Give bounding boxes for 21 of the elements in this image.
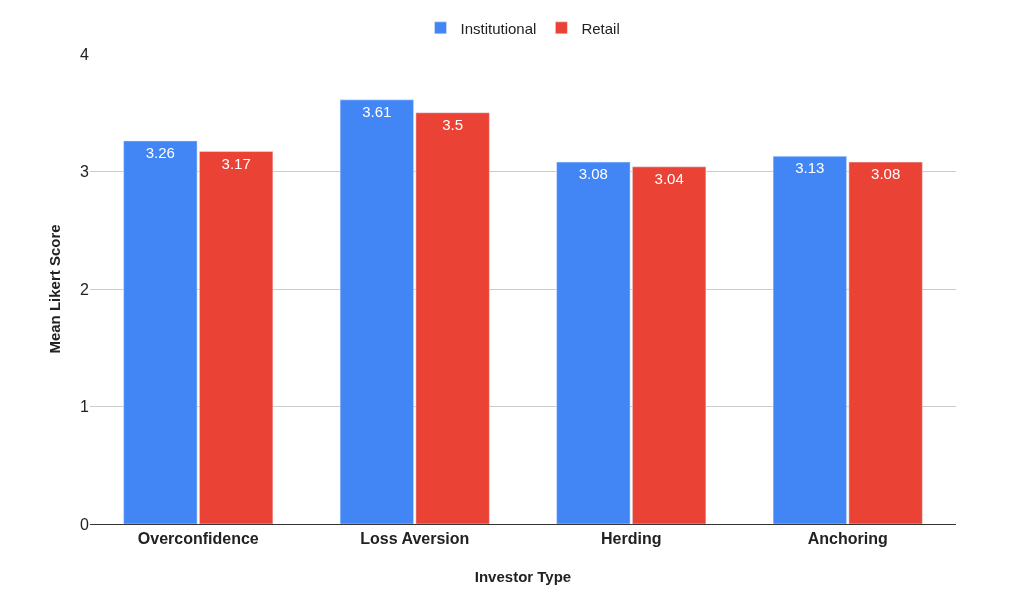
data-label: 3.08	[578, 165, 608, 183]
data-label: 3.04	[654, 169, 684, 187]
data-label: 3.5	[442, 115, 464, 133]
x-tick-label: Loss Aversion	[360, 530, 470, 548]
legend-label: Retail	[581, 19, 620, 37]
legend-label: Institutional	[460, 19, 537, 37]
data-label: 3.17	[221, 154, 251, 172]
y-tick-label: 2	[80, 280, 90, 298]
y-tick-label: 3	[80, 163, 90, 181]
y-axis-title: Mean Likert Score	[46, 224, 64, 354]
x-tick-label: Overconfidence	[137, 530, 259, 548]
data-label: 3.08	[871, 165, 901, 183]
x-tick-label: Herding	[601, 530, 662, 548]
y-tick-label: 1	[80, 398, 90, 416]
data-label: 3.13	[795, 159, 825, 177]
x-axis-title: Investor Type	[474, 568, 572, 586]
x-tick-label: Anchoring	[807, 530, 888, 548]
data-label: 3.61	[362, 102, 392, 120]
data-label: 3.26	[145, 143, 175, 161]
y-tick-label: 4	[80, 45, 90, 63]
y-tick-label: 0	[80, 515, 90, 533]
